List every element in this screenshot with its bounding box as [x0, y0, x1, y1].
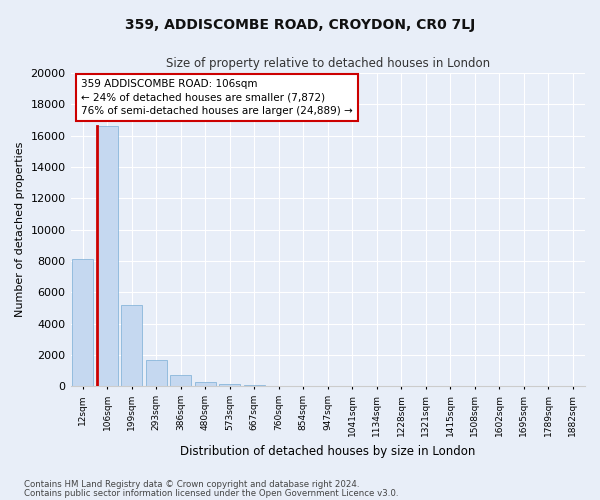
Text: 359 ADDISCOMBE ROAD: 106sqm
← 24% of detached houses are smaller (7,872)
76% of : 359 ADDISCOMBE ROAD: 106sqm ← 24% of det…	[81, 80, 353, 116]
Bar	[220, 384, 240, 386]
Text: Contains HM Land Registry data © Crown copyright and database right 2024.: Contains HM Land Registry data © Crown c…	[24, 480, 359, 489]
Bar	[170, 376, 191, 386]
Text: 359, ADDISCOMBE ROAD, CROYDON, CR0 7LJ: 359, ADDISCOMBE ROAD, CROYDON, CR0 7LJ	[125, 18, 475, 32]
Title: Size of property relative to detached houses in London: Size of property relative to detached ho…	[166, 58, 490, 70]
Bar	[195, 382, 215, 386]
Bar	[97, 126, 118, 386]
X-axis label: Distribution of detached houses by size in London: Distribution of detached houses by size …	[180, 444, 475, 458]
Text: Contains public sector information licensed under the Open Government Licence v3: Contains public sector information licen…	[24, 488, 398, 498]
Bar	[146, 360, 167, 386]
Bar	[244, 385, 265, 386]
Bar	[121, 305, 142, 386]
Y-axis label: Number of detached properties: Number of detached properties	[15, 142, 25, 318]
Bar	[73, 260, 93, 386]
